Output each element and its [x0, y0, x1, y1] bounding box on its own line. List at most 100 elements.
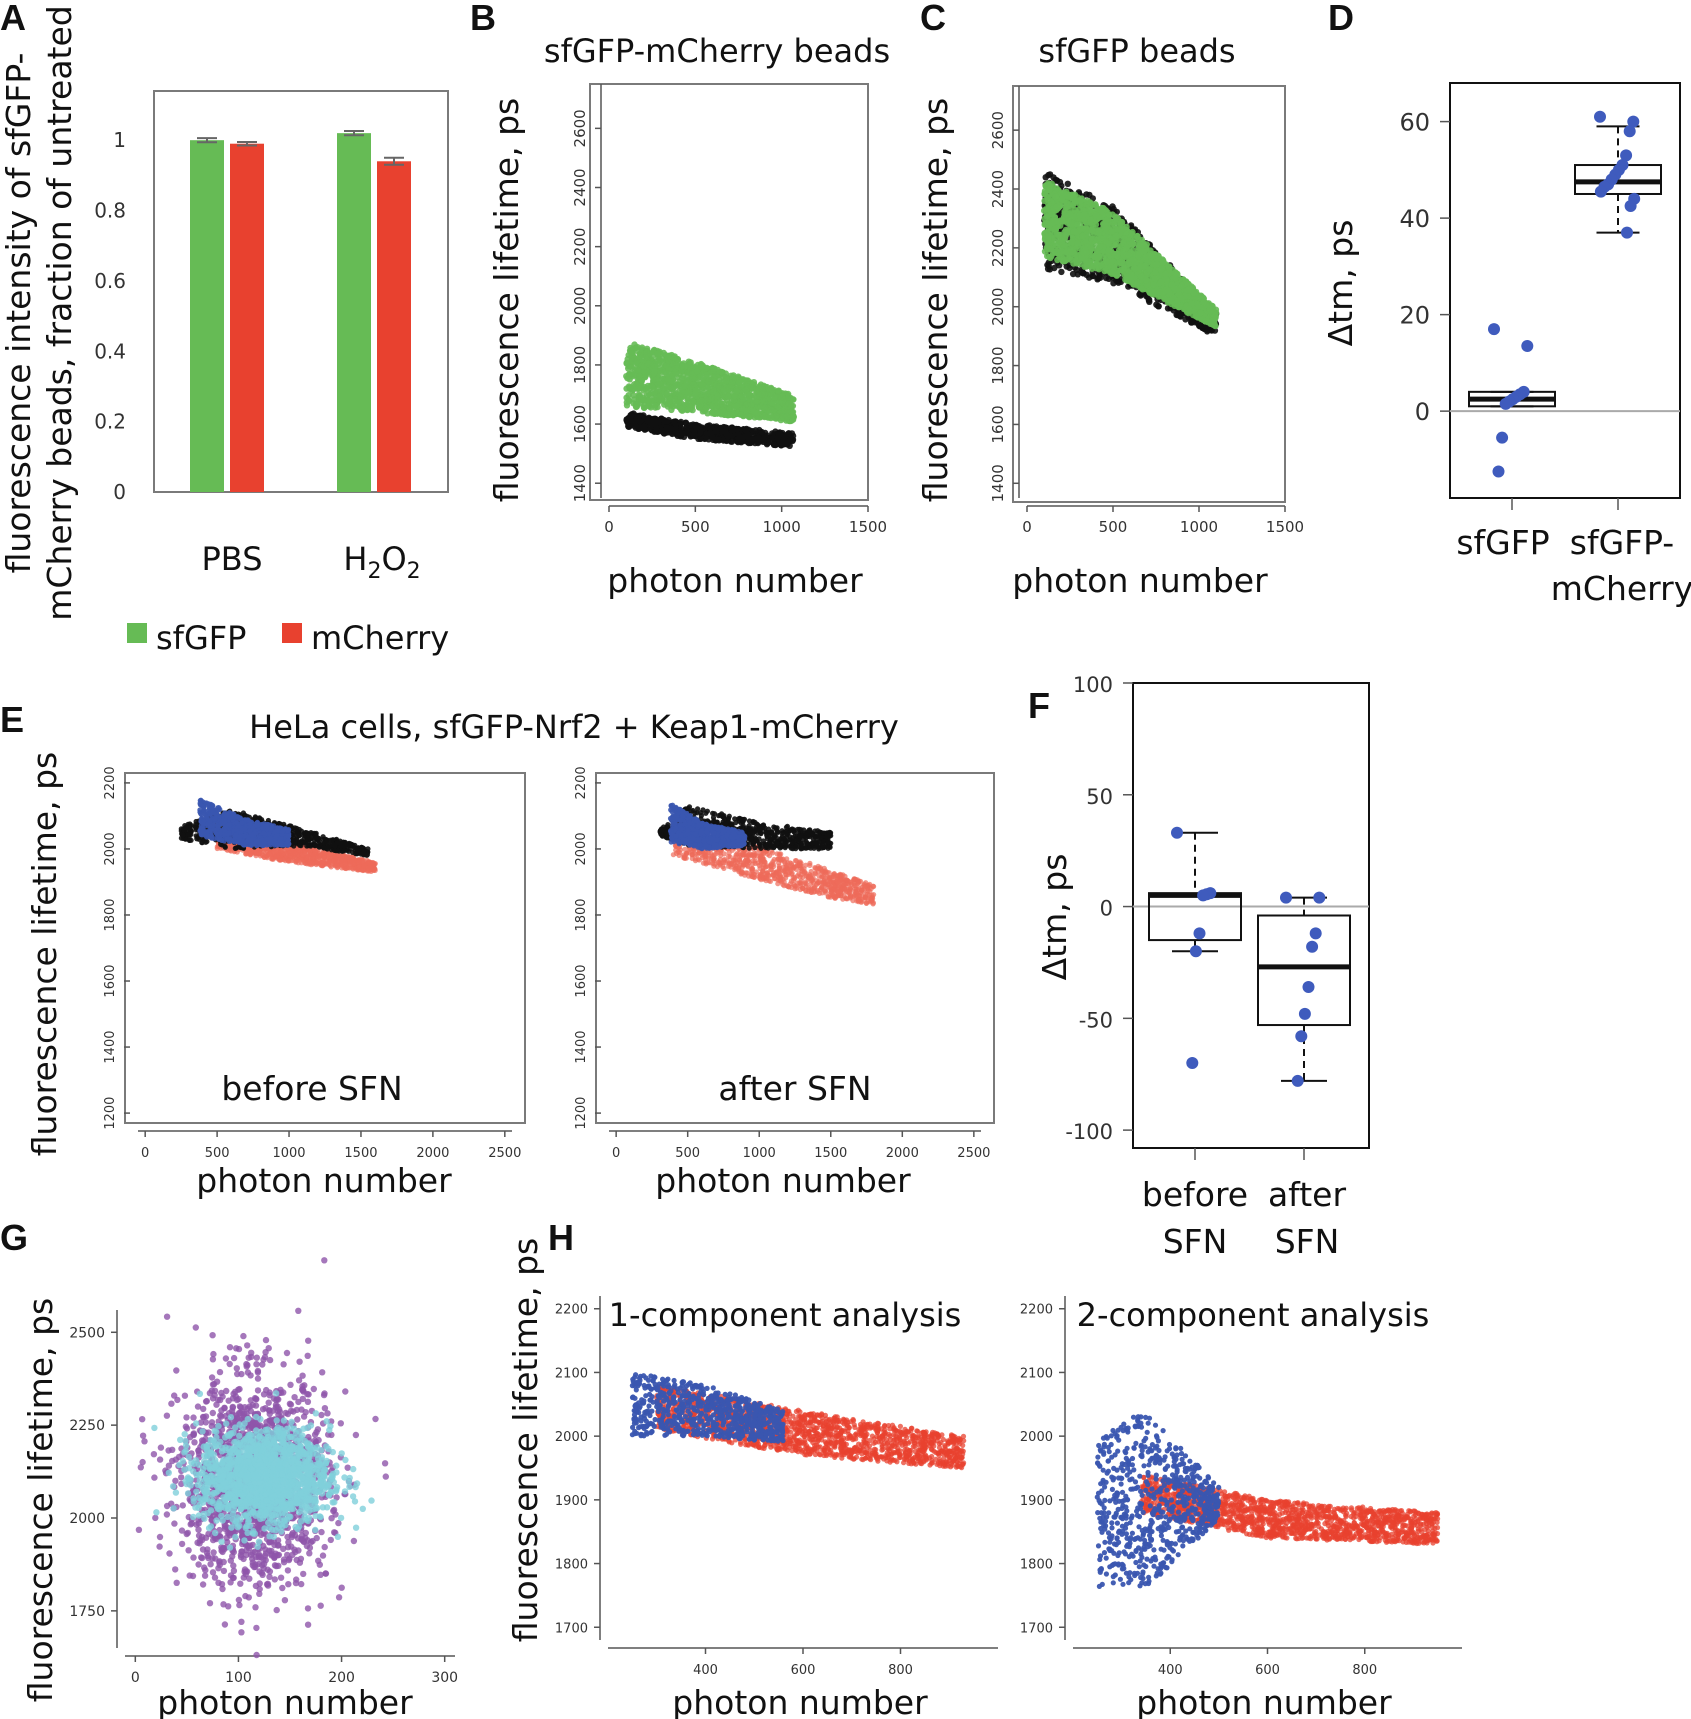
data-point-green [1150, 253, 1157, 260]
data-point-green [1063, 249, 1070, 256]
data-point-green [1162, 270, 1170, 278]
data-point-green [1092, 264, 1100, 272]
data-point-black [665, 416, 672, 424]
data-point-green [690, 381, 697, 388]
data-point-black [1058, 268, 1065, 276]
data-point-green [760, 412, 768, 420]
y-tick-label: 1800 [571, 346, 589, 384]
legend-label-mcherry: mCherry [311, 619, 449, 657]
y-tick-label: 1600 [103, 964, 118, 997]
data-point-green [709, 388, 716, 396]
data-point-green [703, 396, 710, 403]
data-point-green [761, 404, 768, 411]
data-point-black [684, 429, 692, 437]
legend-label-sfgfp: sfGFP [156, 619, 246, 657]
data-point-black [728, 438, 736, 445]
data-point-green [1105, 232, 1112, 239]
data-point-green [1060, 257, 1068, 264]
data-point-green [1079, 232, 1087, 240]
data-point-green [709, 403, 716, 410]
data-point-green [1146, 289, 1154, 296]
y-tick-label: 0.2 [94, 410, 126, 434]
data-point-green [1185, 286, 1192, 293]
data-point-green [670, 389, 677, 397]
panel-a-plot-frame [153, 90, 449, 493]
data-point-black [1182, 316, 1189, 323]
data-point-green [1177, 294, 1185, 301]
data-point [1488, 323, 1500, 336]
panel-c-points [1041, 171, 1220, 335]
data-point-green [758, 391, 766, 398]
panel-label-d: D [1328, 0, 1354, 38]
data-point-green [1046, 221, 1053, 228]
data-point-green [1045, 233, 1052, 241]
legend-swatch-sfgfp [127, 623, 147, 643]
data-point-black [1064, 180, 1072, 187]
y-tick-label: 1600 [989, 405, 1007, 443]
data-point-green [705, 378, 712, 385]
data-point-green [1207, 307, 1215, 315]
x-tick-label: 2500 [488, 1146, 521, 1161]
data-point-green [1128, 273, 1135, 281]
data-point [1496, 431, 1509, 444]
data-point-green [643, 350, 650, 357]
data-point [1521, 339, 1534, 352]
data-point-green [728, 379, 735, 386]
data-point-green [679, 373, 687, 380]
data-point-green [649, 383, 656, 390]
y-tick-label: 0.4 [94, 339, 126, 363]
data-point-green [1117, 220, 1124, 227]
panel-label-b: B [470, 0, 496, 38]
data-point-green [1160, 259, 1167, 266]
bar-sfgfp-pbs [190, 140, 224, 492]
data-point-green [785, 400, 792, 407]
data-point-green [778, 393, 786, 401]
data-point-green [676, 399, 683, 406]
y-tick-label: 2200 [989, 229, 1007, 267]
data-point-green [1140, 242, 1148, 249]
data-point-green [639, 344, 646, 351]
data-point-green [726, 405, 734, 412]
data-point-black [678, 425, 685, 432]
data-point-green [1200, 299, 1208, 306]
y-tick-label: 0 [113, 480, 126, 504]
data-point-black [1155, 302, 1162, 310]
data-point-green [1165, 263, 1172, 270]
panel-a-ylabel-line2: mCherry beads, fraction of untreated [40, 5, 79, 620]
data-point [1623, 125, 1636, 138]
h2o2-sub1: 2 [367, 559, 381, 584]
x-tick-label: 1000 [763, 518, 801, 536]
data-point-green [1043, 243, 1051, 251]
panel-a-y-ticks: 00.20.40.60.81 [94, 128, 126, 504]
data-point-green [671, 383, 678, 391]
data-point-green [1074, 239, 1081, 247]
data-point-green [1052, 225, 1059, 233]
data-point-black [1173, 311, 1180, 318]
data-point-black [626, 415, 633, 422]
y-tick-label: 0 [1415, 398, 1430, 426]
data-point-green [1052, 193, 1060, 200]
panel-b-ylabel: fluorescence lifetime, ps [487, 98, 526, 502]
data-point-green [1123, 243, 1130, 251]
data-point-black [1078, 269, 1085, 276]
y-tick-label: 2000 [103, 832, 118, 865]
data-point-black [636, 418, 644, 425]
data-point-green [1070, 228, 1078, 235]
data-point-green [1209, 317, 1216, 325]
data-point-green [742, 386, 750, 394]
data-point-green [1082, 246, 1089, 253]
data-point-black [723, 431, 731, 438]
data-point-green [632, 359, 640, 367]
data-point-green [1137, 273, 1145, 280]
data-point-green [757, 381, 765, 388]
data-point-green [1096, 243, 1104, 250]
data-point-green [737, 411, 745, 418]
data-point-green [1188, 300, 1195, 307]
x-tick-label: 1500 [1266, 518, 1304, 536]
data-point-green [1151, 275, 1159, 282]
panel-c-xlabel: photon number [1012, 561, 1268, 600]
data-point-green [750, 408, 758, 415]
data-point-green [723, 374, 730, 381]
data-point-green [1121, 264, 1128, 272]
data-point-green [1142, 254, 1150, 261]
